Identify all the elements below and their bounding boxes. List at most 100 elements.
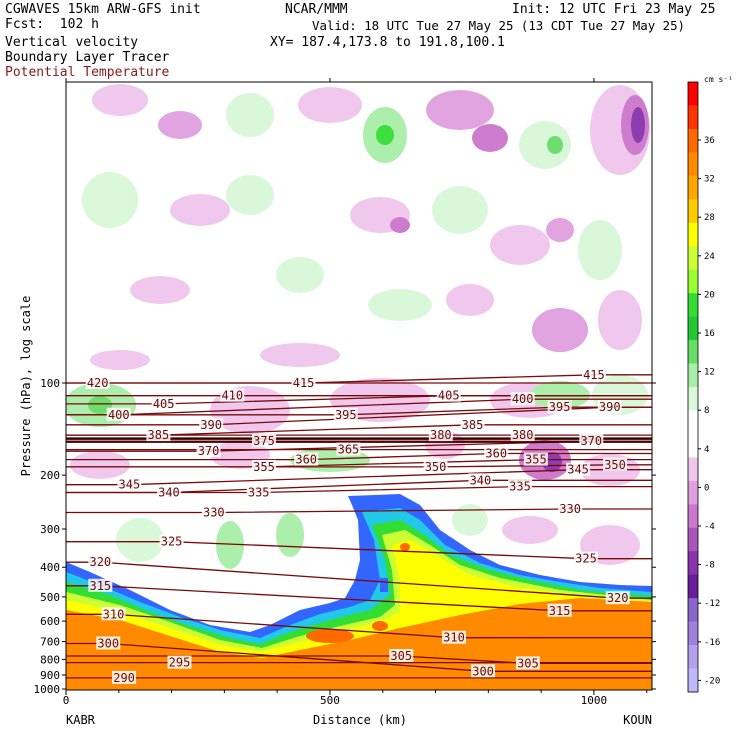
colorbar-label: 28 (704, 213, 715, 223)
theta-label: 385 (462, 418, 484, 432)
theta-label: 295 (169, 656, 191, 670)
theta-label-bg (85, 376, 110, 389)
theta-contour-300 (66, 642, 652, 672)
init-time: Init: 12 UTC Fri 23 May 25 (512, 2, 716, 17)
x-tick-label: 1000 (581, 694, 608, 707)
theta-contour-385 (66, 424, 652, 436)
theta-label: 350 (425, 460, 447, 474)
theta-label-bg (88, 555, 113, 569)
theta-label-bg (605, 591, 630, 605)
end-station: KOUN (623, 713, 652, 727)
theta-label: 310 (103, 607, 125, 621)
theta-label-bg (251, 459, 276, 473)
theta-label-bg (523, 452, 548, 466)
theta-label-bg (333, 407, 358, 421)
x-axis-label: Distance (km) (313, 713, 407, 727)
theta-label: 300 (472, 664, 494, 678)
model-title: CGWAVES 15km ARW-GFS init (5, 2, 201, 17)
theta-contour-305 (66, 655, 652, 665)
theta-label: 415 (583, 368, 605, 382)
colorbar-label: 4 (704, 445, 709, 455)
y-tick-label: 300 (40, 523, 60, 536)
theta-label: 320 (89, 555, 111, 569)
theta-label: 305 (517, 656, 539, 670)
y-tick-label: 900 (40, 669, 60, 682)
theta-label: 330 (559, 502, 581, 516)
theta-label-bg (460, 417, 485, 431)
field-potential-temperature: Potential Temperature (5, 65, 170, 80)
colorbar-swatch (688, 175, 698, 200)
colorbar-swatch (688, 293, 698, 317)
colorbar-swatch (688, 269, 698, 294)
colorbar-label: 8 (704, 406, 709, 416)
colorbar-label: 24 (704, 252, 715, 262)
theta-label: 405 (153, 397, 175, 411)
colorbar-swatch (688, 598, 698, 622)
theta-label: 360 (485, 447, 507, 461)
theta-label: 375 (253, 434, 275, 448)
theta-label-bg (510, 392, 535, 406)
colorbar-swatch (688, 410, 698, 435)
theta-label: 350 (604, 458, 626, 472)
theta-label-bg (199, 417, 224, 431)
y-axis-label: Pressure (hPa), log scale (19, 296, 33, 477)
theta-label-bg (88, 578, 113, 592)
theta-label-bg (167, 655, 192, 669)
colorbar-label: -16 (704, 638, 720, 648)
field-boundary-layer-tracer: Boundary Layer Tracer (5, 50, 170, 65)
theta-label-bg (246, 485, 271, 499)
theta-label-bg (442, 630, 467, 644)
colorbar-swatch (688, 82, 698, 106)
theta-label: 335 (248, 486, 270, 500)
y-tick-label: 600 (40, 615, 60, 628)
theta-label: 395 (335, 408, 357, 422)
colorbar-unit: cm s⁻¹ (704, 75, 733, 84)
theta-label: 410 (221, 389, 243, 403)
vertical-velocity-field (66, 84, 650, 569)
theta-label-bg (468, 473, 493, 487)
colorbar-swatch (688, 551, 698, 575)
y-tick-label: 800 (40, 653, 60, 666)
theta-label: 390 (200, 418, 222, 432)
theta-label-bg (151, 396, 176, 410)
theta-label-bg (146, 428, 171, 442)
theta-label-bg (471, 664, 496, 678)
theta-label: 340 (158, 486, 180, 500)
theta-label-bg (581, 367, 606, 381)
colorbar-swatch (688, 433, 698, 458)
theta-label: 360 (295, 453, 317, 467)
theta-label: 400 (108, 408, 130, 422)
colorbar-swatch (688, 128, 698, 153)
theta-label: 345 (567, 463, 589, 477)
theta-label-bg (156, 485, 181, 499)
start-station: KABR (66, 713, 96, 727)
theta-label-bg (159, 534, 184, 548)
org-label: NCAR/MMM (285, 2, 348, 17)
theta-label-bg (436, 388, 461, 402)
theta-label: 370 (198, 444, 220, 458)
theta-label: 345 (119, 478, 141, 492)
y-tick-label: 500 (40, 591, 60, 604)
y-tick-label: 1000 (34, 683, 61, 696)
colorbar-swatch (688, 363, 698, 388)
colorbar-swatch (688, 457, 698, 482)
theta-label-bg (112, 670, 137, 684)
theta-contour-320 (66, 561, 652, 599)
colorbar-swatch (688, 152, 698, 177)
theta-label: 305 (390, 649, 412, 663)
theta-contour-330 (66, 508, 652, 514)
theta-label: 340 (470, 473, 492, 487)
colorbar-label: -4 (704, 522, 715, 532)
theta-label-bg (508, 479, 533, 493)
theta-label-bg (117, 477, 142, 491)
theta-label: 335 (509, 480, 531, 494)
colorbar: 36 32 28 24 20 16 12 8 4 0 -4 -8 -12 -16 -20 (687, 81, 720, 693)
field-vertical-velocity: Vertical velocity (5, 35, 139, 50)
theta-label-bg (101, 607, 126, 621)
theta-label-bg (515, 656, 540, 670)
theta-label-bg (294, 452, 319, 466)
forecast-hour: Fcst: 102 h (5, 17, 99, 32)
theta-label: 330 (203, 506, 225, 520)
theta-label-bg (423, 459, 448, 473)
